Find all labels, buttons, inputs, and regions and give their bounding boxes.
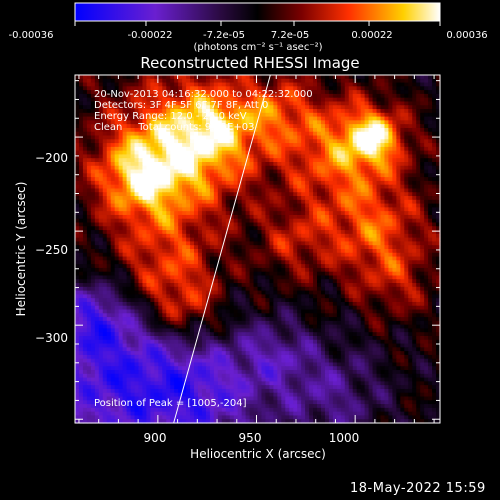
colorbar-tick-label: 0.00022 [351, 30, 392, 41]
annotation-energy-range: Energy Range: 12.0 - 25.0 keV [94, 111, 247, 122]
y-tick-label: −200 [35, 151, 68, 165]
colorbar-unit-label: (photons cm⁻² s⁻¹ asec⁻²) [193, 42, 322, 53]
chart-title: Reconstructed RHESSI Image [140, 54, 359, 72]
peak-position-label: Position of Peak = [1005,-204] [94, 398, 247, 409]
heatmap-image [75, 75, 441, 424]
colorbar-tick-labels: -0.00036 -0.00022 -7.2e-05 7.2e-05 0.000… [9, 30, 488, 41]
annotation-detectors: Detectors: 3F 4F 5F 6F 7F 8F, Att 0 [94, 100, 268, 111]
colorbar-tick-label: -7.2e-05 [203, 30, 245, 41]
x-tick-label: 950 [239, 431, 262, 445]
x-tick-label: 900 [144, 431, 167, 445]
y-axis-label: Heliocentric Y (arcsec) [14, 182, 28, 317]
x-axis-label: Heliocentric X (arcsec) [190, 447, 326, 461]
solar-limb-line [173, 74, 271, 424]
colorbar-tick-label: 7.2e-05 [271, 30, 309, 41]
annotation-time-range: 20-Nov-2013 04:16:32.000 to 04:22:32.000 [94, 89, 313, 100]
footer-timestamp: 18-May-2022 15:59 [350, 481, 486, 496]
annotation-clean-counts: Clean Total counts: 9.15E+03 [94, 122, 254, 133]
colorbar-tick-label: -0.00022 [128, 30, 173, 41]
annotation-block: 20-Nov-2013 04:16:32.000 to 04:22:32.000… [94, 89, 313, 133]
colorbar-tick-label: 0.00036 [446, 30, 487, 41]
x-tick-label: 1000 [329, 431, 360, 445]
axis-ticks [75, 75, 440, 423]
plot-frame [74, 74, 441, 424]
y-tick-label: −300 [35, 331, 68, 345]
colorbar [74, 2, 441, 22]
colorbar-tick-label: -0.00036 [9, 30, 54, 41]
y-tick-label: −250 [35, 243, 68, 257]
colorbar-ticks [74, 21, 441, 26]
